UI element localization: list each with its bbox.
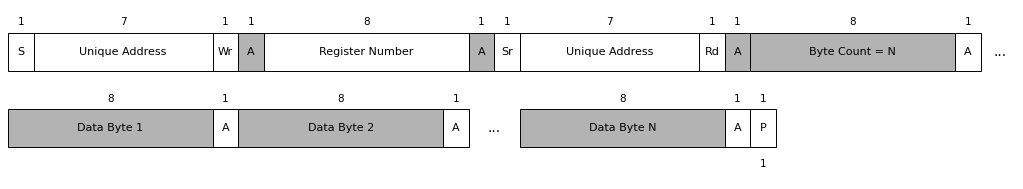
Bar xyxy=(34,33,213,71)
Text: S: S xyxy=(17,47,25,57)
Text: 1: 1 xyxy=(222,17,229,27)
Text: 1: 1 xyxy=(760,159,766,169)
Text: A: A xyxy=(478,47,485,57)
Text: Data Byte N: Data Byte N xyxy=(588,123,656,133)
Text: 1: 1 xyxy=(478,17,485,27)
Text: ...: ... xyxy=(993,45,1007,59)
Text: Wr: Wr xyxy=(218,47,233,57)
Bar xyxy=(238,109,443,147)
Bar xyxy=(750,33,955,71)
Text: 8: 8 xyxy=(107,94,114,104)
Text: 1: 1 xyxy=(735,17,741,27)
Text: 1: 1 xyxy=(17,17,25,27)
Text: A: A xyxy=(733,47,742,57)
Text: 7: 7 xyxy=(120,17,127,27)
Text: Unique Address: Unique Address xyxy=(80,47,167,57)
Text: 1: 1 xyxy=(709,17,715,27)
Bar xyxy=(443,109,469,147)
Text: A: A xyxy=(222,123,229,133)
Bar xyxy=(520,33,699,71)
Text: 1: 1 xyxy=(248,17,255,27)
Bar xyxy=(724,109,750,147)
Text: 8: 8 xyxy=(619,94,626,104)
Text: 1: 1 xyxy=(452,94,459,104)
Text: 1: 1 xyxy=(503,17,510,27)
Text: A: A xyxy=(733,123,742,133)
Text: Unique Address: Unique Address xyxy=(566,47,653,57)
Bar xyxy=(238,33,264,71)
Text: A: A xyxy=(964,47,972,57)
Text: Data Byte 1: Data Byte 1 xyxy=(78,123,143,133)
Text: Rd: Rd xyxy=(705,47,719,57)
Bar xyxy=(724,33,750,71)
Bar xyxy=(494,33,520,71)
Text: P: P xyxy=(760,123,766,133)
Bar xyxy=(750,109,775,147)
Text: 1: 1 xyxy=(735,94,741,104)
Text: Sr: Sr xyxy=(501,47,513,57)
Text: 8: 8 xyxy=(338,94,344,104)
Bar xyxy=(699,33,724,71)
Text: 8: 8 xyxy=(363,17,369,27)
Bar xyxy=(469,33,494,71)
Text: Data Byte 2: Data Byte 2 xyxy=(308,123,373,133)
Bar xyxy=(955,33,981,71)
Text: A: A xyxy=(248,47,255,57)
Text: Byte Count = N: Byte Count = N xyxy=(809,47,896,57)
Bar xyxy=(264,33,469,71)
Text: A: A xyxy=(452,123,459,133)
Text: Register Number: Register Number xyxy=(319,47,413,57)
Text: 1: 1 xyxy=(760,94,766,104)
Bar xyxy=(213,33,238,71)
Bar xyxy=(8,33,34,71)
Text: ...: ... xyxy=(488,121,501,135)
Text: 1: 1 xyxy=(965,17,971,27)
Bar xyxy=(520,109,724,147)
Text: 7: 7 xyxy=(607,17,613,27)
Text: 1: 1 xyxy=(222,94,229,104)
Bar xyxy=(213,109,238,147)
Bar xyxy=(8,109,213,147)
Text: 8: 8 xyxy=(849,17,856,27)
